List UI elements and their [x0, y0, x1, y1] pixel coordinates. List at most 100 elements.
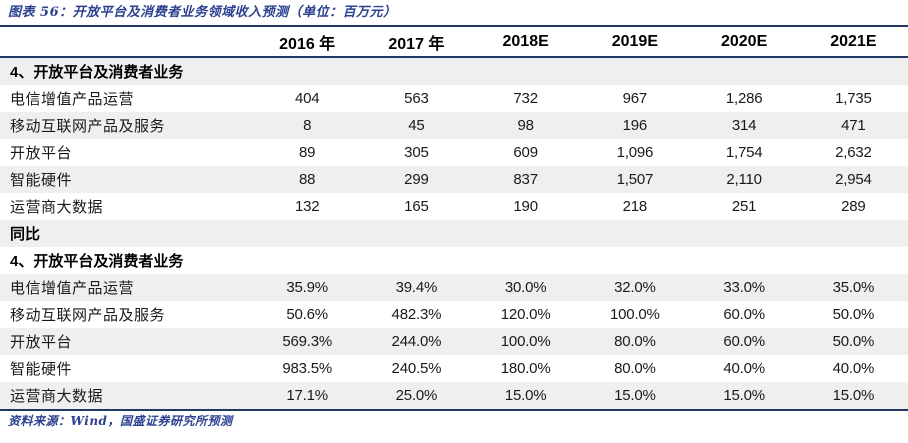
- value-cell: 165: [404, 198, 429, 215]
- value-cell: [362, 247, 471, 274]
- value-cell: [362, 220, 471, 247]
- row-label: 开放平台: [10, 144, 73, 162]
- value-cell: 35.0%: [832, 279, 875, 296]
- value-cell: 45: [408, 117, 425, 134]
- corner-cell: [0, 27, 253, 58]
- column-header: 2018E: [471, 27, 581, 58]
- value-cell: 967: [622, 90, 648, 107]
- value-cell: 289: [841, 198, 866, 215]
- value-cell: [689, 220, 798, 247]
- value-cell: 404: [294, 90, 320, 107]
- value-cell: 15.0%: [471, 382, 581, 411]
- value-cell: 1,507: [616, 171, 654, 188]
- value-cell: 100.0%: [500, 333, 551, 350]
- column-header: 2016 年: [252, 27, 362, 58]
- column-header: 2020E: [689, 27, 799, 58]
- value-cell: [689, 247, 798, 274]
- value-cell: 180.0%: [500, 360, 551, 377]
- column-header: 2017 年: [361, 27, 472, 58]
- value-cell: 60.0%: [723, 333, 765, 350]
- value-cell: [471, 220, 580, 247]
- value-cell: 983.5%: [282, 360, 332, 377]
- row-label: 智能硬件: [10, 360, 73, 378]
- value-cell: 244.0%: [391, 333, 442, 350]
- value-cell: 732: [513, 90, 538, 107]
- value-cell: 33.0%: [723, 279, 765, 296]
- value-cell: 1,096: [616, 144, 654, 161]
- column-header: 2019E: [580, 27, 690, 58]
- value-cell: 15.0%: [580, 382, 690, 411]
- figure-caption: 图表 56：开放平台及消费者业务领域收入预测（单位：百万元）: [8, 5, 397, 20]
- row-label: 4、开放平台及消费者业务: [10, 253, 184, 270]
- top-rule: [0, 25, 908, 27]
- row-label: 电信增值产品运营: [10, 279, 135, 297]
- value-cell: 88: [299, 171, 316, 188]
- value-cell: 569.3%: [282, 333, 332, 350]
- value-cell: 50.6%: [286, 306, 328, 323]
- value-cell: 35.9%: [286, 279, 328, 296]
- value-cell: 240.5%: [391, 360, 442, 377]
- value-cell: 30.0%: [504, 279, 547, 296]
- value-cell: [799, 247, 908, 274]
- value-cell: 15.0%: [689, 382, 799, 411]
- table-row: 开放平台 569.3% 244.0% 100.0% 80.0% 60.0% 50.0%: [0, 328, 908, 355]
- table-row: 运营商大数据 132 165 190 218 251 289: [0, 193, 908, 220]
- value-cell: 2,632: [835, 144, 872, 161]
- table-row: 电信增值产品运营 404 563 732 967 1,286 1,735: [0, 85, 908, 112]
- table-row: 开放平台 89 305 609 1,096 1,754 2,632: [0, 139, 908, 166]
- row-label: 开放平台: [10, 333, 73, 351]
- value-cell: 1,735: [835, 90, 872, 107]
- value-cell: 305: [404, 144, 429, 161]
- value-cell: 314: [731, 117, 757, 134]
- row-label: 同比: [10, 226, 41, 243]
- table-row: 电信增值产品运营 35.9% 39.4% 30.0% 32.0% 33.0% 35.0%: [0, 274, 908, 301]
- value-cell: 251: [731, 198, 757, 215]
- value-cell: 15.0%: [798, 382, 908, 411]
- value-cell: 50.0%: [832, 333, 875, 350]
- value-cell: 1,754: [725, 144, 763, 161]
- value-cell: 98: [517, 117, 534, 134]
- value-cell: [471, 57, 580, 85]
- value-cell: 80.0%: [614, 333, 656, 350]
- value-cell: 609: [513, 144, 538, 161]
- value-cell: 1,286: [725, 90, 763, 107]
- value-cell: 39.4%: [395, 279, 438, 296]
- value-cell: 40.0%: [723, 360, 765, 377]
- table-row: 4、开放平台及消费者业务: [0, 247, 908, 274]
- header-row: 2016 年 2017 年 2018E 2019E 2020E 2021E: [0, 27, 908, 58]
- value-cell: 80.0%: [614, 360, 656, 377]
- value-cell: 482.3%: [391, 306, 442, 323]
- value-cell: 299: [404, 171, 429, 188]
- row-label: 电信增值产品运营: [10, 90, 135, 108]
- forecast-table: 2016 年 2017 年 2018E 2019E 2020E 2021E 4、开放平台及…: [0, 27, 908, 411]
- table-row: 4、开放平台及消费者业务: [0, 57, 908, 85]
- value-cell: 563: [404, 90, 429, 107]
- row-label: 移动互联网产品及服务: [10, 306, 166, 324]
- row-label: 运营商大数据: [0, 382, 253, 411]
- value-cell: 2,110: [726, 171, 762, 188]
- table-row: 同比: [0, 220, 908, 247]
- value-cell: 837: [513, 171, 538, 188]
- table-row: 运营商大数据 17.1% 25.0% 15.0% 15.0% 15.0% 15.0%: [0, 382, 908, 411]
- table-row: 移动互联网产品及服务 8 45 98 196 314 471: [0, 112, 908, 139]
- value-cell: [799, 220, 908, 247]
- value-cell: [799, 57, 908, 85]
- value-cell: 196: [622, 117, 648, 134]
- value-cell: 25.0%: [361, 382, 472, 411]
- row-label: 运营商大数据: [10, 198, 104, 216]
- row-label: 智能硬件: [10, 171, 73, 189]
- value-cell: 120.0%: [500, 306, 551, 323]
- value-cell: [253, 247, 362, 274]
- value-cell: 89: [299, 144, 316, 161]
- value-cell: 8: [303, 117, 312, 134]
- table-row: 移动互联网产品及服务 50.6% 482.3% 120.0% 100.0% 60.0% 50…: [0, 301, 908, 328]
- value-cell: 100.0%: [610, 306, 660, 323]
- table-body: 4、开放平台及消费者业务 电信增值产品运营 404 563 732 967 1,286 1,7…: [0, 57, 908, 411]
- value-cell: [471, 247, 580, 274]
- table-row: 智能硬件 983.5% 240.5% 180.0% 80.0% 40.0% 40.0%: [0, 355, 908, 382]
- value-cell: [253, 220, 362, 247]
- row-label: 移动互联网产品及服务: [10, 117, 166, 135]
- value-cell: [580, 247, 689, 274]
- value-cell: 132: [294, 198, 320, 215]
